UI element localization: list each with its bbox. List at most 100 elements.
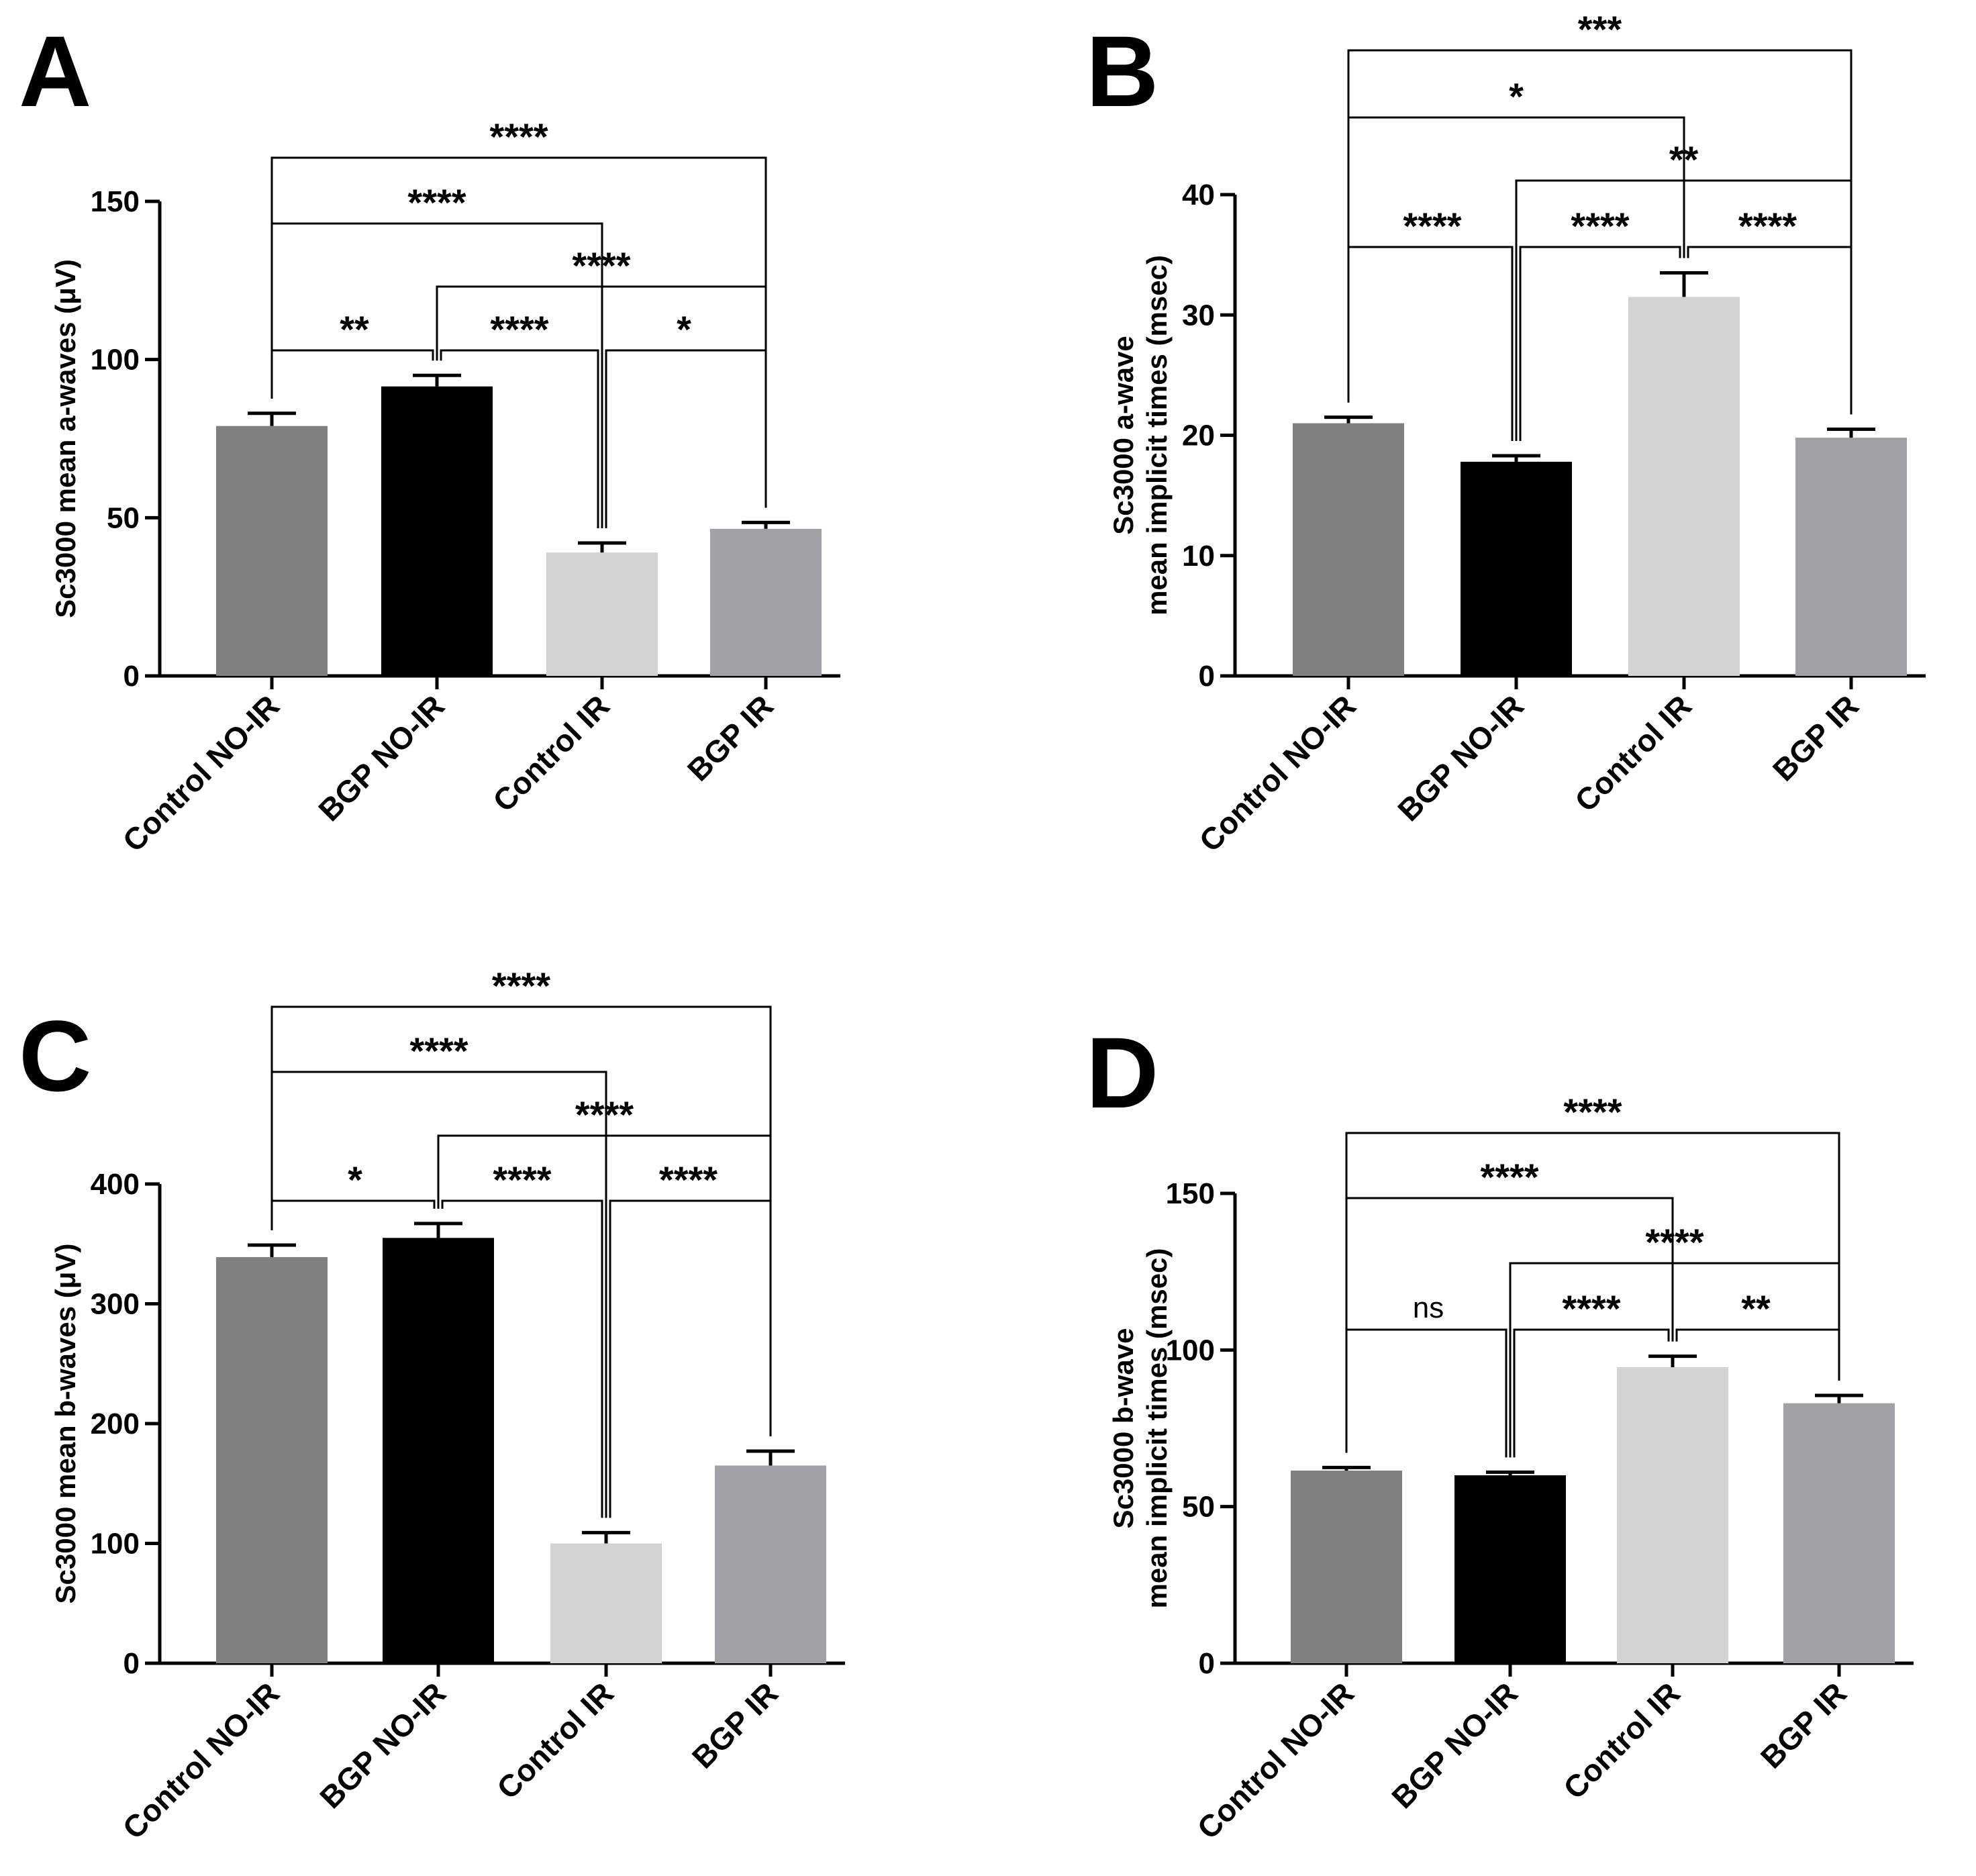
significance-label: **** — [1480, 1156, 1538, 1198]
significance-bracket — [1509, 1262, 1840, 1458]
significance-bracket — [1345, 1328, 1508, 1458]
bar-2 — [1461, 461, 1572, 676]
significance-label: ** — [1669, 138, 1699, 181]
significance-bracket — [1519, 246, 1681, 441]
category-label: BGP NO-IR — [1385, 1675, 1524, 1815]
bar-3 — [1628, 297, 1740, 676]
significance-label: **** — [489, 115, 548, 158]
y-tick-label: 10 — [1182, 540, 1215, 573]
panel-a: A — [19, 15, 91, 128]
y-tick-label: 0 — [1199, 660, 1215, 693]
panel-b: B — [1086, 15, 1158, 128]
y-axis-label: Sc3000 a-wavemean implicit times (msec) — [1107, 255, 1173, 615]
y-tick-label: 50 — [107, 501, 140, 534]
bar-4 — [710, 528, 822, 676]
y-tick-label: 150 — [91, 185, 140, 218]
bar-4 — [715, 1465, 826, 1663]
bar-3 — [1617, 1367, 1728, 1663]
y-tick-label: 100 — [91, 1528, 140, 1561]
plot-d: 0 50 100 150 Sc3000 b-wavemean implicit time… — [1107, 1091, 1914, 1846]
plot-b: 0 10 20 30 40 Sc3000 a-wavemean implicit time… — [1107, 8, 1926, 858]
y-axis-label-line: Sc3000 a-wave — [1107, 336, 1139, 535]
significance-label: **** — [1738, 205, 1797, 247]
y-tick-label: 400 — [91, 1168, 140, 1201]
y-axis-label-line: Sc3000 b-wave — [1107, 1328, 1139, 1529]
category-label: BGP NO-IR — [311, 688, 451, 828]
category-label: BGP IR — [1754, 1675, 1853, 1775]
category-label: BGP NO-IR — [313, 1675, 452, 1815]
bar-4 — [1795, 438, 1907, 676]
significance-bracket — [440, 349, 599, 529]
category-label: Control IR — [1557, 1675, 1687, 1806]
y-tick-label: 150 — [1166, 1177, 1215, 1210]
category-label: BGP IR — [681, 688, 780, 787]
significance-bracket — [270, 1071, 607, 1518]
significance-bracket — [605, 349, 767, 529]
y-axis-label-line: mean implicit times (msec) — [1141, 1248, 1173, 1609]
significance-label: **** — [407, 181, 466, 224]
significance-bracket — [1345, 1197, 1674, 1453]
category-label: Control IR — [490, 1675, 620, 1806]
significance-label: * — [348, 1158, 362, 1201]
y-axis-label-line: mean implicit times (msec) — [1141, 255, 1173, 615]
panel-d: D — [1086, 1016, 1158, 1129]
significance-bracket — [1687, 246, 1852, 415]
significance-label: * — [1509, 75, 1524, 117]
category-label: Control NO-IR — [1192, 688, 1363, 858]
y-axis-label: Sc3000 mean b-waves (μV) — [50, 1244, 81, 1604]
panel-letter-d: D — [1086, 1016, 1158, 1129]
significance-label: ** — [340, 308, 369, 350]
bar-1 — [1291, 1471, 1402, 1663]
category-label: Control IR — [486, 688, 616, 818]
significance-bracket — [270, 1199, 436, 1231]
category-label: BGP IR — [1766, 688, 1865, 787]
panel-c: C — [19, 999, 91, 1112]
plot-a: 0 50 100 150 Sc3000 mean a-waves (μV) Control… — [50, 115, 840, 858]
bar-1 — [216, 1256, 328, 1663]
significance-bracket — [441, 1199, 603, 1518]
y-tick-label: 20 — [1182, 419, 1215, 452]
category-label: Control NO-IR — [115, 688, 286, 858]
significance-label: ** — [1741, 1287, 1771, 1330]
bar-2 — [381, 386, 493, 676]
significance-label: **** — [659, 1158, 718, 1201]
bar-1 — [216, 426, 328, 676]
significance-bracket — [1513, 1328, 1670, 1458]
significance-bracket — [1675, 1328, 1840, 1381]
panel-letter-c: C — [19, 999, 91, 1112]
y-tick-label: 30 — [1182, 299, 1215, 332]
y-tick-label: 0 — [1199, 1647, 1215, 1680]
y-tick-label: 0 — [124, 1647, 140, 1680]
significance-label: **** — [492, 965, 550, 1007]
significance-label: **** — [1645, 1221, 1703, 1263]
significance-label: **** — [493, 1158, 551, 1201]
bar-3 — [546, 552, 658, 676]
significance-bracket — [609, 1199, 772, 1518]
significance-label: * — [677, 308, 691, 350]
category-label: Control IR — [1568, 688, 1698, 818]
bar-1 — [1293, 423, 1404, 676]
category-label: Control NO-IR — [115, 1675, 286, 1846]
bar-3 — [550, 1543, 662, 1663]
category-label: BGP IR — [685, 1675, 785, 1775]
significance-bracket — [1347, 246, 1514, 441]
y-axis-label: Sc3000 mean a-waves (μV) — [50, 259, 81, 618]
significance-label: **** — [1571, 205, 1629, 247]
significance-label: **** — [572, 244, 630, 287]
y-tick-label: 0 — [124, 660, 140, 693]
plot-c: 0 100 200 300 400 Sc3000 mean b-waves (μV) Con… — [50, 965, 845, 1846]
y-tick-label: 100 — [1166, 1334, 1215, 1367]
y-tick-label: 200 — [91, 1408, 140, 1440]
y-tick-label: 100 — [91, 344, 140, 377]
significance-label: **** — [490, 308, 548, 350]
significance-label: **** — [1563, 1091, 1622, 1133]
significance-label: **** — [575, 1093, 634, 1136]
category-label: BGP NO-IR — [1391, 688, 1530, 828]
bar-2 — [383, 1238, 494, 1663]
significance-label: *** — [1578, 8, 1622, 50]
significance-label: **** — [1562, 1287, 1620, 1330]
bar-2 — [1454, 1475, 1566, 1663]
significance-label: ns — [1413, 1291, 1444, 1324]
y-tick-label: 300 — [91, 1288, 140, 1321]
